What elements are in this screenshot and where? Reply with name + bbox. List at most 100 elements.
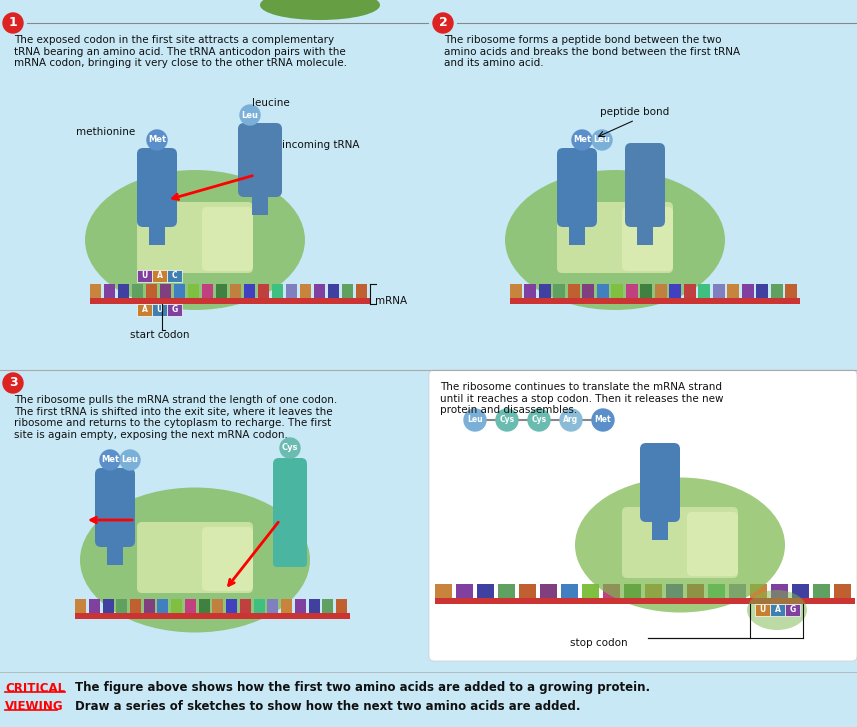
Circle shape <box>592 409 614 431</box>
Bar <box>624 584 641 598</box>
FancyBboxPatch shape <box>622 207 673 271</box>
Bar <box>202 284 213 298</box>
Bar <box>244 284 255 298</box>
Bar <box>666 584 683 598</box>
Bar <box>637 220 653 245</box>
Bar <box>240 599 251 613</box>
Ellipse shape <box>85 170 305 310</box>
Bar <box>597 284 608 298</box>
Bar <box>314 284 325 298</box>
Circle shape <box>572 130 592 150</box>
Bar <box>792 584 809 598</box>
Text: The figure above shows how the first two amino acids are added to a growing prot: The figure above shows how the first two… <box>75 681 650 694</box>
Bar <box>698 284 710 298</box>
Text: CRITICAL: CRITICAL <box>5 682 65 695</box>
Bar <box>750 584 767 598</box>
Bar <box>213 599 224 613</box>
Text: methionine: methionine <box>76 127 135 137</box>
Text: A: A <box>157 271 163 281</box>
Bar <box>684 284 696 298</box>
Ellipse shape <box>80 488 310 632</box>
Bar <box>742 284 753 298</box>
FancyBboxPatch shape <box>202 207 253 271</box>
Text: U: U <box>156 305 163 315</box>
Text: Cys: Cys <box>500 416 514 425</box>
Text: The ribosome continues to translate the mRNA strand
until it reaches a stop codo: The ribosome continues to translate the … <box>440 382 723 415</box>
Bar <box>309 599 320 613</box>
Bar <box>118 284 129 298</box>
Bar <box>107 540 123 565</box>
Bar <box>160 284 171 298</box>
Bar <box>230 284 241 298</box>
Text: Cys: Cys <box>531 416 547 425</box>
Bar <box>561 584 578 598</box>
Text: A: A <box>775 606 781 614</box>
Bar <box>226 599 237 613</box>
Bar <box>252 190 268 215</box>
Bar <box>540 584 557 598</box>
Bar <box>342 284 353 298</box>
Bar <box>435 584 452 598</box>
Text: stop codon: stop codon <box>570 638 627 648</box>
FancyBboxPatch shape <box>687 512 738 576</box>
Text: leucine: leucine <box>252 98 290 108</box>
Text: G: G <box>171 305 177 315</box>
Bar <box>267 599 279 613</box>
Bar <box>188 284 199 298</box>
Circle shape <box>560 409 582 431</box>
Bar <box>755 604 770 616</box>
Ellipse shape <box>505 170 725 310</box>
Bar <box>149 220 165 245</box>
Bar <box>687 584 704 598</box>
Bar <box>603 584 620 598</box>
Bar <box>645 584 662 598</box>
Bar <box>655 284 667 298</box>
FancyBboxPatch shape <box>238 123 282 197</box>
Bar <box>785 604 800 616</box>
Text: Met: Met <box>595 416 611 425</box>
Bar <box>713 284 725 298</box>
Bar <box>569 220 585 245</box>
Bar <box>328 284 339 298</box>
Text: Arg: Arg <box>563 416 578 425</box>
Bar <box>834 584 851 598</box>
Circle shape <box>433 13 453 33</box>
Bar <box>281 599 292 613</box>
Bar <box>90 298 370 304</box>
Text: G: G <box>789 606 795 614</box>
Text: 3: 3 <box>9 377 17 390</box>
Bar <box>103 599 113 613</box>
Bar <box>652 515 668 540</box>
Bar <box>640 284 652 298</box>
Bar <box>174 284 185 298</box>
Bar <box>216 284 227 298</box>
Bar <box>295 599 306 613</box>
Bar <box>146 284 157 298</box>
Text: Draw a series of sketches to show how the next two amino acids are added.: Draw a series of sketches to show how th… <box>75 700 580 713</box>
Text: incoming tRNA: incoming tRNA <box>282 140 359 150</box>
Text: Cys: Cys <box>282 443 298 452</box>
Bar <box>144 599 155 613</box>
Bar <box>117 599 127 613</box>
Text: peptide bond: peptide bond <box>601 107 669 117</box>
Bar <box>130 599 141 613</box>
Text: Met: Met <box>148 135 166 145</box>
Bar <box>254 599 265 613</box>
Text: U: U <box>759 606 765 614</box>
Text: Met: Met <box>573 135 591 145</box>
Bar <box>356 284 367 298</box>
FancyBboxPatch shape <box>273 458 307 542</box>
Bar <box>0 672 857 727</box>
Text: The exposed codon in the first site attracts a complementary
tRNA bearing an ami: The exposed codon in the first site attr… <box>14 35 347 68</box>
Bar <box>813 584 830 598</box>
Bar <box>167 270 182 282</box>
Bar <box>770 604 785 616</box>
Bar <box>152 304 167 316</box>
Bar <box>132 284 143 298</box>
FancyBboxPatch shape <box>640 443 680 522</box>
Bar <box>137 270 152 282</box>
Bar <box>510 284 522 298</box>
Bar <box>539 284 550 298</box>
Circle shape <box>496 409 518 431</box>
Bar <box>626 284 638 298</box>
